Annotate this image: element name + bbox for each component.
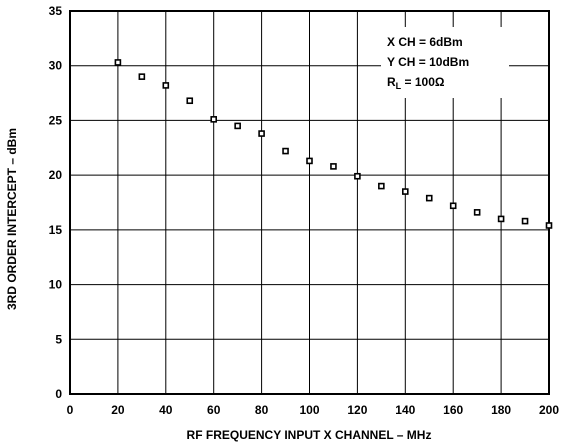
x-tick-label: 80 [255, 403, 269, 417]
data-point [378, 182, 385, 190]
x-tick-label: 0 [67, 403, 74, 417]
data-point [162, 82, 170, 89]
x-tick-label: 60 [207, 403, 221, 417]
data-point [282, 147, 289, 155]
plot-border [69, 10, 550, 395]
y-tick-labels: 0 5 10 15 20 25 30 35 [49, 4, 63, 401]
y-tick-label: 30 [49, 59, 63, 73]
data-point [306, 157, 313, 165]
annotation-rl-main: R [387, 75, 396, 89]
data-point [138, 73, 146, 80]
x-tick-label: 40 [159, 403, 173, 417]
annotation-box [381, 27, 509, 98]
x-tick-label: 100 [299, 403, 319, 417]
x-tick-label: 20 [111, 403, 125, 417]
data-point [258, 130, 265, 137]
annotation-rl: RL = 100Ω [387, 75, 445, 91]
annotation-x-ch: X CH = 6dBm [387, 35, 463, 49]
data-point [186, 97, 194, 105]
data-point [521, 217, 529, 225]
data-points [114, 59, 553, 229]
x-tick-label: 200 [539, 403, 559, 417]
x-tick-label: 140 [395, 403, 415, 417]
data-point [497, 215, 505, 223]
y-tick-label: 20 [49, 168, 63, 182]
data-point [473, 209, 481, 216]
y-tick-label: 35 [49, 4, 63, 18]
data-point [354, 172, 361, 180]
data-point [210, 116, 217, 123]
data-point [425, 194, 433, 202]
y-tick-label: 10 [49, 278, 63, 292]
x-tick-label: 180 [491, 403, 511, 417]
data-point [401, 188, 409, 195]
y-tick-label: 0 [55, 387, 62, 401]
y-tick-label: 25 [49, 113, 63, 127]
x-axis-title: RF FREQUENCY INPUT X CHANNEL – MHz [187, 428, 432, 442]
x-tick-labels: 0 20 40 60 80 100 120 140 160 180 200 [67, 403, 560, 417]
data-point [545, 222, 553, 229]
y-tick-label: 5 [55, 332, 62, 346]
y-tick-label: 15 [49, 223, 63, 237]
data-point [449, 202, 457, 210]
plot-frame [69, 10, 550, 395]
annotation-y-ch: Y CH = 10dBm [387, 55, 469, 69]
x-tick-label: 120 [347, 403, 367, 417]
x-tick-label: 160 [443, 403, 463, 417]
annotation-rl-value: = 100Ω [401, 75, 445, 89]
data-point [330, 163, 337, 170]
y-axis-title: 3RD ORDER INTERCEPT – dBm [5, 128, 19, 310]
data-point [234, 122, 241, 130]
data-point [114, 59, 122, 66]
annotation-rl-subscript: L [396, 81, 402, 91]
